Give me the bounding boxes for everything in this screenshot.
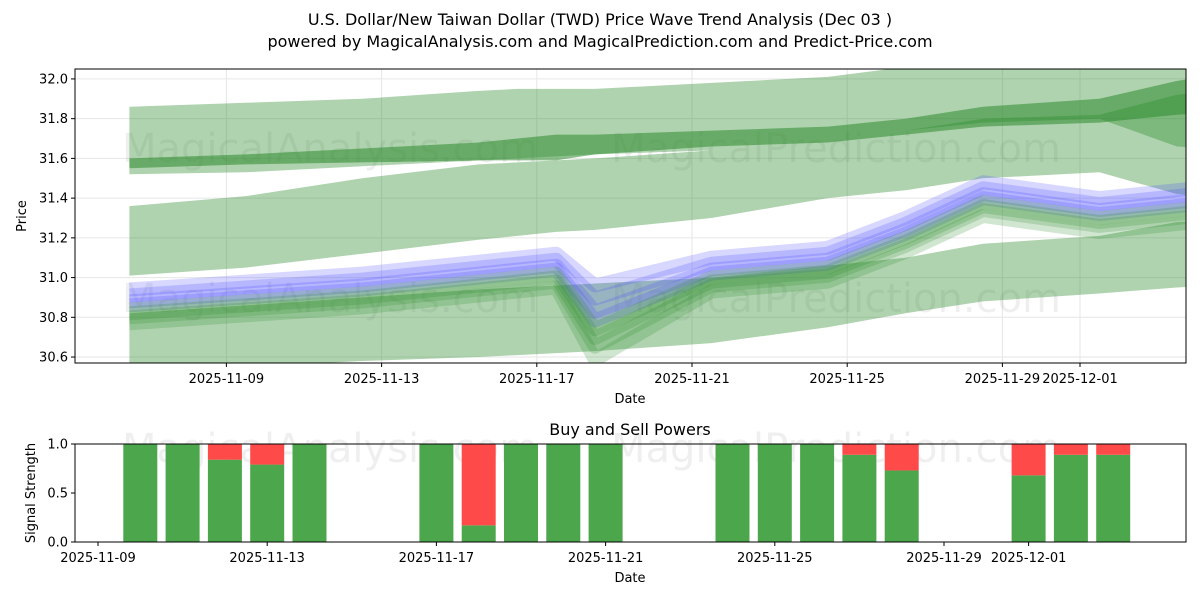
- ensemble-line-4: [128, 191, 1186, 328]
- buy-bar: [165, 444, 200, 542]
- y-tick-label: 32.0: [39, 72, 68, 87]
- bottom-x-ticks: 2025-11-09 2025-11-13 2025-11-17 2025-11-21…: [60, 542, 1066, 566]
- watermark-mid-right: MagicalPrediction.com: [611, 276, 1061, 322]
- signal-bars: [123, 444, 1131, 542]
- y-tick-label: 30.6: [39, 351, 68, 366]
- x-tick-label: 2025-11-09: [60, 551, 136, 566]
- buy-bar: [504, 444, 538, 542]
- green-band-3: [129, 221, 1186, 363]
- buy-bar: [461, 525, 496, 542]
- buy-bar: [123, 444, 158, 542]
- buy-bar: [292, 444, 327, 542]
- buy-bar: [1053, 454, 1088, 542]
- x-tick-label: 2025-11-13: [344, 372, 420, 387]
- sell-bar: [884, 444, 919, 471]
- y-tick-label: 1.0: [47, 438, 68, 453]
- buy-bar: [757, 444, 792, 542]
- y-tick-label: 30.8: [39, 311, 68, 326]
- top-plot-frame: [74, 68, 1187, 364]
- sell-bar: [1096, 444, 1131, 455]
- bottom-y-axis-label: Signal Strength: [24, 443, 39, 543]
- x-tick-label: 2025-11-21: [568, 551, 644, 566]
- x-tick-label: 2025-11-25: [737, 551, 813, 566]
- buy-bar: [884, 470, 919, 542]
- top-x-ticks: 2025-11-09 2025-11-13 2025-11-17 2025-11-21…: [189, 363, 1118, 387]
- x-tick-label: 2025-11-21: [654, 372, 730, 387]
- ensemble-line-5: [128, 195, 1186, 337]
- buy-bar: [546, 444, 581, 542]
- sell-bar: [207, 444, 242, 460]
- y-tick-label: 31.6: [39, 152, 68, 167]
- ensemble-line-6: [128, 199, 1186, 345]
- buy-bar: [588, 444, 623, 542]
- y-tick-label: 31.0: [39, 271, 68, 286]
- watermark-mid-left: MagicalAnalysis.com: [122, 276, 538, 322]
- price-ensemble: [128, 175, 1186, 363]
- sell-bar: [461, 444, 496, 526]
- green-band-4: [129, 79, 1186, 169]
- top-y-ticks: 30.6 30.8 31.0 31.2 31.4 31.6 31.8 32.0: [39, 72, 75, 366]
- x-tick-label: 2025-11-25: [809, 372, 885, 387]
- watermark-bottom-right: MagicalPrediction.com: [611, 426, 1061, 472]
- sell-bar: [1011, 444, 1046, 476]
- ensemble-line-7: [128, 203, 1186, 354]
- x-tick-label: 2025-11-17: [399, 551, 475, 566]
- y-tick-label: 0.5: [47, 487, 68, 502]
- chart-title-line-2: powered by MagicalAnalysis.com and Magic…: [267, 32, 932, 51]
- buy-bar: [715, 444, 750, 542]
- ensemble-line-2: [128, 181, 1186, 306]
- ensemble-line-8: [128, 209, 1186, 363]
- x-tick-label: 2025-11-29: [906, 551, 982, 566]
- bottom-chart-title: Buy and Sell Powers: [549, 420, 711, 439]
- x-tick-label: 2025-12-01: [1042, 372, 1118, 387]
- y-tick-label: 0.0: [47, 536, 68, 551]
- buy-bar: [419, 444, 454, 542]
- x-tick-label: 2025-11-29: [965, 372, 1041, 387]
- sell-bar: [1053, 444, 1088, 455]
- top-x-axis-label: Date: [614, 392, 645, 407]
- buy-bar: [250, 464, 285, 542]
- top-bands: [129, 69, 1186, 363]
- buy-bar: [842, 454, 877, 542]
- x-tick-label: 2025-11-09: [189, 372, 265, 387]
- sell-bar: [842, 444, 877, 455]
- ensemble-line-1: [128, 175, 1186, 297]
- bottom-y-ticks: 0.0 0.5 1.0: [47, 438, 75, 551]
- top-y-axis-label: Price: [15, 200, 30, 232]
- buy-bar: [800, 444, 835, 542]
- y-tick-label: 31.8: [39, 112, 68, 127]
- green-band-2: [129, 93, 1186, 276]
- y-tick-label: 31.4: [39, 192, 68, 207]
- x-tick-label: 2025-11-13: [229, 551, 305, 566]
- buy-bar: [207, 459, 242, 542]
- bottom-x-axis-label: Date: [614, 571, 645, 586]
- x-tick-label: 2025-12-01: [991, 551, 1067, 566]
- buy-bar: [1096, 454, 1131, 542]
- sell-bar: [250, 444, 285, 465]
- chart-title-line-1: U.S. Dollar/New Taiwan Dollar (TWD) Pric…: [308, 10, 892, 29]
- y-tick-label: 31.2: [39, 231, 68, 246]
- x-tick-label: 2025-11-17: [499, 372, 575, 387]
- buy-bar: [1011, 475, 1046, 542]
- ensemble-line-3: [128, 187, 1186, 319]
